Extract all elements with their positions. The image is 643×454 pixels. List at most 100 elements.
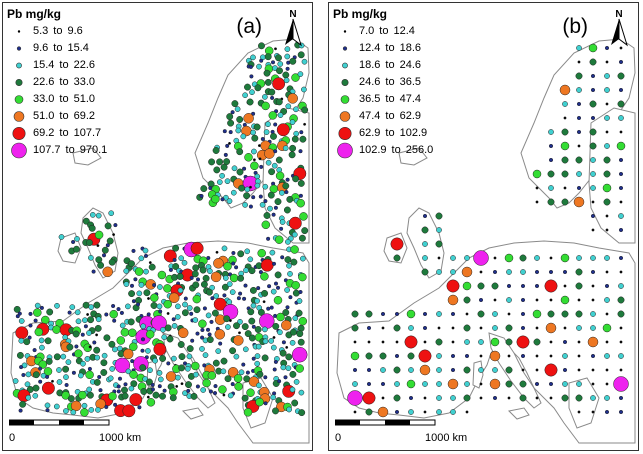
sample-point	[249, 286, 257, 294]
sample-point	[282, 145, 289, 152]
sample-point	[259, 58, 264, 63]
sample-point	[619, 200, 623, 204]
sample-point	[227, 119, 235, 127]
sample-point	[548, 143, 554, 149]
sample-point	[273, 281, 279, 286]
sample-point	[351, 324, 359, 332]
legend-from: 5.3	[33, 25, 49, 37]
sample-point	[293, 130, 300, 137]
sample-point	[549, 340, 553, 344]
sample-point	[147, 367, 153, 374]
legend-from: 22.6	[33, 76, 55, 88]
sample-point	[604, 87, 610, 93]
sample-point	[493, 256, 497, 260]
sample-point	[406, 379, 416, 389]
legend-to: 12.4	[393, 25, 415, 37]
legend-symbol	[16, 62, 22, 69]
sample-point	[189, 311, 194, 316]
sample-point	[270, 95, 275, 100]
sample-point	[261, 101, 270, 111]
sample-point	[277, 379, 282, 384]
sample-point	[353, 410, 357, 414]
sample-point	[33, 308, 42, 317]
sample-point	[168, 292, 180, 304]
sample-point	[590, 185, 596, 191]
sample-point	[377, 406, 389, 418]
sample-point	[267, 191, 275, 199]
sample-point	[271, 162, 278, 169]
sample-point	[95, 316, 102, 323]
sample-point	[451, 326, 455, 330]
sample-point	[257, 144, 261, 148]
sample-point	[618, 213, 624, 219]
sample-point	[221, 283, 229, 291]
sample-point	[549, 298, 553, 302]
sample-point	[451, 340, 455, 344]
legend-symbol	[340, 95, 350, 104]
sample-point	[226, 198, 233, 204]
sample-point	[563, 326, 567, 330]
sample-point	[590, 73, 596, 79]
sample-point	[289, 144, 297, 152]
sample-point	[64, 382, 69, 388]
sample-point	[450, 269, 456, 275]
sample-point	[464, 255, 470, 261]
sample-point	[270, 60, 276, 65]
legend-to: 18.6	[399, 42, 422, 54]
sample-point	[185, 381, 192, 389]
sample-point	[88, 254, 94, 261]
sample-point	[422, 213, 428, 219]
sample-point	[270, 344, 277, 351]
sample-point	[292, 289, 300, 297]
sample-point	[80, 360, 86, 367]
sample-point	[111, 303, 116, 309]
legend-to: 33.0	[73, 76, 96, 88]
legend-item: 36.5 to 47.4	[333, 91, 421, 108]
sample-point	[266, 236, 271, 241]
sample-point	[138, 255, 145, 262]
sample-point	[548, 129, 554, 135]
sample-point	[93, 301, 101, 309]
sample-point	[575, 72, 583, 80]
sample-point	[262, 326, 268, 333]
legend-item: 18.6 to 24.6	[333, 57, 421, 74]
legend-symbol	[14, 95, 24, 104]
sample-point	[296, 330, 304, 338]
sample-point	[290, 245, 299, 254]
sample-point	[104, 404, 109, 410]
sample-point	[490, 337, 500, 347]
sample-point	[95, 333, 99, 337]
sample-point	[534, 269, 540, 275]
sample-point	[88, 224, 96, 232]
sample-point	[175, 303, 181, 310]
sample-point	[177, 327, 189, 339]
sample-point	[463, 296, 471, 304]
sample-point	[603, 170, 611, 178]
sample-point	[34, 327, 44, 337]
sample-point	[591, 228, 595, 232]
sample-point	[129, 393, 143, 407]
sample-point	[505, 324, 513, 332]
sample-point	[295, 309, 303, 317]
sample-point	[268, 88, 276, 96]
sample-point	[119, 310, 124, 315]
sample-point	[465, 410, 469, 414]
sample-point	[299, 212, 308, 221]
sample-point	[127, 318, 135, 326]
sample-point	[549, 354, 553, 358]
europe-map-b	[336, 38, 636, 444]
legend-to-word: to	[59, 93, 69, 105]
sample-point	[277, 329, 283, 336]
sample-point	[152, 391, 160, 399]
sample-point	[465, 312, 469, 316]
sample-point	[51, 379, 54, 383]
sample-point	[230, 382, 235, 387]
sample-point	[492, 325, 498, 331]
sample-point	[244, 153, 253, 162]
sample-point	[285, 103, 292, 110]
sample-point	[393, 324, 401, 332]
sample-point	[406, 309, 416, 319]
sample-point	[146, 398, 156, 407]
sample-point	[75, 318, 82, 325]
sample-point	[577, 410, 581, 414]
